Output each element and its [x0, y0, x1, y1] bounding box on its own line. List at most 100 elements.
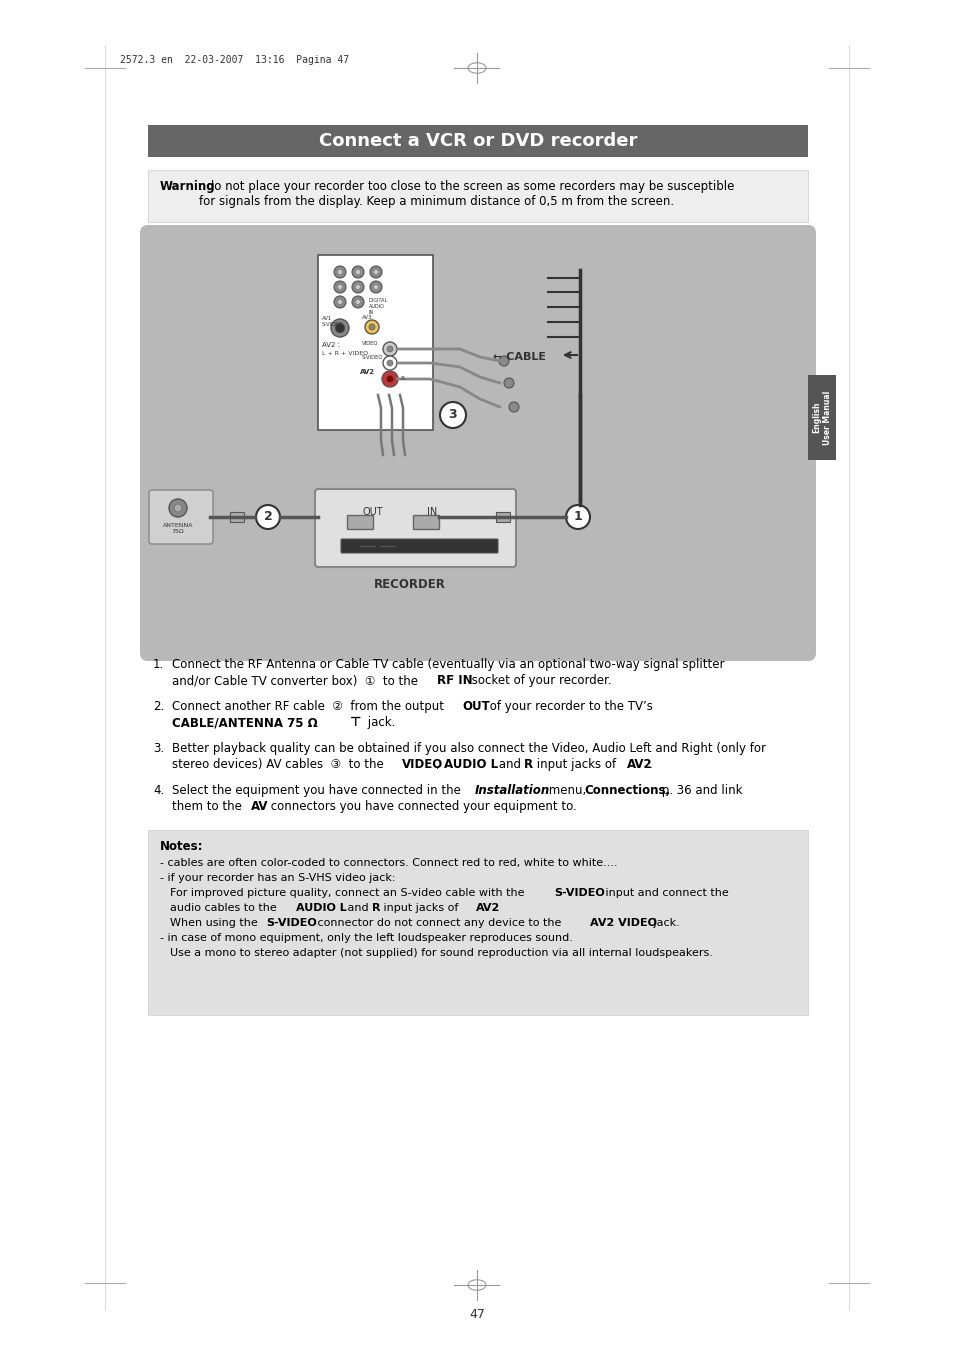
Circle shape	[334, 296, 346, 308]
Text: RF IN: RF IN	[436, 674, 472, 688]
Circle shape	[352, 296, 364, 308]
Bar	[230, 512, 244, 521]
Text: 1.: 1.	[152, 658, 164, 671]
Circle shape	[352, 281, 364, 293]
Text: ,: ,	[436, 758, 443, 771]
Text: AV2: AV2	[359, 369, 375, 376]
Text: .: .	[648, 758, 652, 771]
Bar	[496, 512, 510, 521]
Circle shape	[334, 281, 346, 293]
Text: English
User Manual: English User Manual	[811, 390, 831, 444]
Text: R: R	[399, 377, 404, 381]
Text: AV2: AV2	[476, 902, 499, 913]
Text: input and connect the: input and connect the	[601, 888, 728, 898]
Text: AV1
S-VIDEO: AV1 S-VIDEO	[322, 316, 343, 327]
Circle shape	[337, 300, 342, 304]
Text: Warning: Warning	[160, 180, 215, 193]
Circle shape	[387, 346, 393, 353]
Circle shape	[355, 285, 360, 289]
Circle shape	[334, 266, 346, 278]
Text: socket of your recorder.: socket of your recorder.	[468, 674, 611, 688]
FancyBboxPatch shape	[149, 490, 213, 544]
Text: R: R	[523, 758, 533, 771]
Text: OUT: OUT	[461, 700, 489, 713]
Text: p. 36 and link: p. 36 and link	[658, 784, 741, 797]
Circle shape	[352, 266, 364, 278]
Circle shape	[369, 324, 375, 330]
Text: CABLE/ANTENNA 75 Ω: CABLE/ANTENNA 75 Ω	[172, 716, 321, 730]
Circle shape	[439, 403, 465, 428]
Bar	[413, 515, 438, 530]
Text: input jacks of: input jacks of	[533, 758, 619, 771]
Text: AV: AV	[251, 800, 268, 813]
Text: OUT: OUT	[362, 507, 383, 517]
Text: - if your recorder has an S-VHS video jack:: - if your recorder has an S-VHS video ja…	[160, 873, 395, 884]
Text: Better playback quality can be obtained if you also connect the Video, Audio Lef: Better playback quality can be obtained …	[172, 742, 765, 755]
Text: Connect another RF cable  ②  from the output: Connect another RF cable ② from the outp…	[172, 700, 447, 713]
Text: RECORDER: RECORDER	[374, 578, 445, 590]
Bar	[807, 376, 835, 459]
Text: .: .	[496, 902, 499, 913]
Text: AV2 :: AV2 :	[322, 342, 339, 349]
Circle shape	[386, 376, 393, 382]
Text: VIDEO: VIDEO	[401, 758, 443, 771]
Text: Notes:: Notes:	[160, 840, 203, 852]
Text: Connections,: Connections,	[583, 784, 669, 797]
Text: 2.: 2.	[152, 700, 164, 713]
Circle shape	[173, 504, 182, 512]
Text: DIGITAL
AUDIO
IN: DIGITAL AUDIO IN	[369, 299, 388, 315]
Text: S-VIDEO: S-VIDEO	[266, 917, 316, 928]
Text: ⊤: ⊤	[350, 716, 361, 730]
Bar	[317, 255, 433, 430]
Text: 2572.3 en  22-03-2007  13:16  Pagina 47: 2572.3 en 22-03-2007 13:16 Pagina 47	[120, 55, 349, 65]
Text: AUDIO L: AUDIO L	[295, 902, 346, 913]
Text: stereo devices) AV cables  ③  to the: stereo devices) AV cables ③ to the	[172, 758, 387, 771]
Text: jack.: jack.	[649, 917, 679, 928]
Circle shape	[370, 266, 381, 278]
Text: AUDIO L: AUDIO L	[443, 758, 497, 771]
Text: ← CABLE: ← CABLE	[493, 353, 545, 362]
Text: and: and	[344, 902, 372, 913]
Circle shape	[355, 270, 360, 274]
Text: connector do not connect any device to the: connector do not connect any device to t…	[314, 917, 564, 928]
Circle shape	[374, 285, 378, 289]
Bar	[148, 170, 807, 222]
Circle shape	[387, 359, 393, 366]
Text: 1: 1	[573, 511, 581, 523]
Text: and/or Cable TV converter box)  ①  to the: and/or Cable TV converter box) ① to the	[172, 674, 421, 688]
Text: jack.: jack.	[364, 716, 395, 730]
Text: - in case of mono equipment, only the left loudspeaker reproduces sound.: - in case of mono equipment, only the le…	[160, 934, 572, 943]
Text: and: and	[495, 758, 524, 771]
FancyBboxPatch shape	[140, 226, 815, 661]
Bar	[148, 126, 807, 157]
FancyBboxPatch shape	[314, 489, 516, 567]
Text: menu,: menu,	[544, 784, 589, 797]
Circle shape	[374, 270, 378, 274]
Circle shape	[565, 505, 589, 530]
Text: 2: 2	[263, 511, 273, 523]
Text: 3: 3	[448, 408, 456, 422]
Text: 3.: 3.	[152, 742, 164, 755]
Circle shape	[335, 323, 345, 332]
Circle shape	[365, 320, 378, 334]
Text: Connect the RF Antenna or Cable TV cable (eventually via an optional two-way sig: Connect the RF Antenna or Cable TV cable…	[172, 658, 723, 671]
Circle shape	[337, 270, 342, 274]
Text: audio cables to the: audio cables to the	[170, 902, 280, 913]
Text: input jacks of: input jacks of	[379, 902, 461, 913]
Text: AV3: AV3	[361, 315, 373, 320]
Text: VIDEO: VIDEO	[361, 340, 378, 346]
Circle shape	[337, 285, 342, 289]
Circle shape	[382, 342, 396, 357]
Text: S-VIDEO: S-VIDEO	[361, 355, 383, 359]
FancyBboxPatch shape	[340, 539, 497, 553]
Text: R: R	[372, 902, 380, 913]
Text: S-VIDEO: S-VIDEO	[554, 888, 604, 898]
Circle shape	[503, 378, 514, 388]
Circle shape	[382, 357, 396, 370]
Circle shape	[255, 505, 280, 530]
Circle shape	[381, 372, 397, 386]
Circle shape	[331, 319, 349, 336]
Text: 47: 47	[469, 1309, 484, 1321]
Circle shape	[509, 403, 518, 412]
Text: Select the equipment you have connected in the: Select the equipment you have connected …	[172, 784, 464, 797]
